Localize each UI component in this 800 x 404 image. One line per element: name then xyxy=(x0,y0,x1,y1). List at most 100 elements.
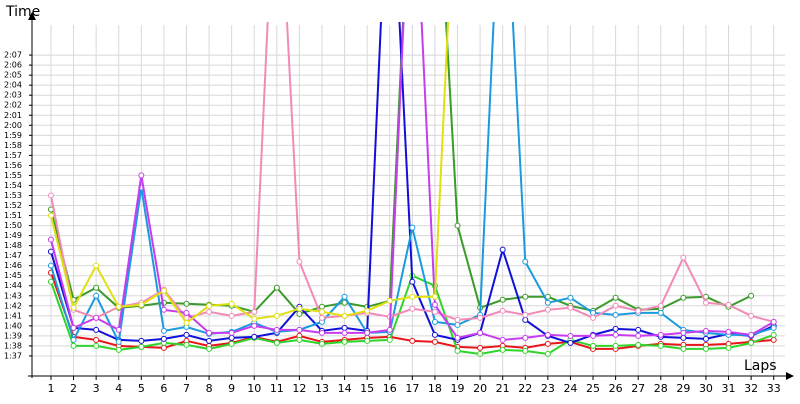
point xyxy=(431,318,438,325)
x-tick-label: 24 xyxy=(563,382,577,395)
y-tick-label: 1:49 xyxy=(4,231,22,240)
y-tick-label: 2:03 xyxy=(4,91,22,100)
point xyxy=(183,341,190,348)
y-tick-label: 1:44 xyxy=(4,281,22,290)
point xyxy=(725,344,732,351)
point xyxy=(477,350,484,357)
x-tick-label: 33 xyxy=(767,382,781,395)
point xyxy=(296,258,303,265)
point xyxy=(251,315,258,322)
point xyxy=(273,284,280,291)
point xyxy=(93,314,100,321)
point xyxy=(590,332,597,339)
point xyxy=(251,308,258,315)
x-tick-label: 13 xyxy=(315,382,329,395)
point xyxy=(228,334,235,341)
point xyxy=(522,311,529,318)
point xyxy=(657,309,664,316)
point xyxy=(47,262,54,269)
point xyxy=(499,336,506,343)
x-tick-label: 3 xyxy=(93,382,100,395)
point xyxy=(93,262,100,269)
point xyxy=(702,335,709,342)
point xyxy=(454,334,461,341)
point xyxy=(251,322,258,329)
y-tick-label: 2:06 xyxy=(4,61,22,70)
point xyxy=(409,305,416,312)
x-tick-label: 20 xyxy=(473,382,487,395)
point xyxy=(522,316,529,323)
y-tick-label: 1:41 xyxy=(4,311,22,320)
x-tick-label: 17 xyxy=(405,382,419,395)
point xyxy=(70,342,77,349)
point xyxy=(318,329,325,336)
x-tick-label: 19 xyxy=(451,382,465,395)
point xyxy=(70,324,77,331)
point xyxy=(522,334,529,341)
y-tick-label: 1:53 xyxy=(4,191,22,200)
x-tick-label: 27 xyxy=(631,382,645,395)
x-tick-label: 22 xyxy=(518,382,532,395)
x-tick-label: 12 xyxy=(292,382,306,395)
point xyxy=(635,341,642,348)
point xyxy=(522,293,529,300)
y-tick-label: 1:48 xyxy=(4,241,22,250)
point xyxy=(138,172,145,179)
y-tick-label: 1:37 xyxy=(4,351,22,360)
x-tick-label: 26 xyxy=(609,382,623,395)
point xyxy=(160,335,167,342)
x-tick-label: 18 xyxy=(428,382,442,395)
point xyxy=(206,345,213,352)
point xyxy=(567,339,574,346)
point xyxy=(206,308,213,315)
point xyxy=(183,300,190,307)
point xyxy=(364,307,371,314)
point xyxy=(748,292,755,299)
point xyxy=(138,301,145,308)
y-tick-label: 2:05 xyxy=(4,71,22,80)
point xyxy=(318,303,325,310)
point xyxy=(544,306,551,313)
point xyxy=(386,336,393,343)
y-tick-label: 1:58 xyxy=(4,141,22,150)
point xyxy=(296,336,303,343)
point xyxy=(635,326,642,333)
y-axis-arrow xyxy=(28,12,36,20)
point xyxy=(680,294,687,301)
x-tick-label: 5 xyxy=(138,382,145,395)
point xyxy=(341,312,348,319)
point xyxy=(590,309,597,316)
y-tick-label: 2:04 xyxy=(4,81,22,90)
x-tick-label: 4 xyxy=(115,382,122,395)
y-tick-label: 1:54 xyxy=(4,181,22,190)
point xyxy=(160,327,167,334)
point xyxy=(680,329,687,336)
point xyxy=(409,337,416,344)
point xyxy=(544,299,551,306)
point xyxy=(702,345,709,352)
y-tick-label: 1:47 xyxy=(4,251,22,260)
x-axis-label: Laps xyxy=(744,358,777,374)
point xyxy=(70,304,77,311)
point xyxy=(770,331,777,338)
point xyxy=(477,329,484,336)
point xyxy=(725,328,732,335)
point xyxy=(499,296,506,303)
point xyxy=(206,302,213,309)
x-tick-label: 2 xyxy=(70,382,77,395)
point xyxy=(70,336,77,343)
point xyxy=(115,346,122,353)
point xyxy=(160,287,167,294)
point xyxy=(228,340,235,347)
x-tick-label: 11 xyxy=(270,382,284,395)
y-tick-label: 2:00 xyxy=(4,121,22,130)
y-tick-label: 1:59 xyxy=(4,131,22,140)
point xyxy=(296,305,303,312)
point xyxy=(409,293,416,300)
point xyxy=(273,312,280,319)
point xyxy=(635,332,642,339)
x-tick-label: 31 xyxy=(722,382,736,395)
point xyxy=(47,278,54,285)
x-tick-label: 21 xyxy=(496,382,510,395)
